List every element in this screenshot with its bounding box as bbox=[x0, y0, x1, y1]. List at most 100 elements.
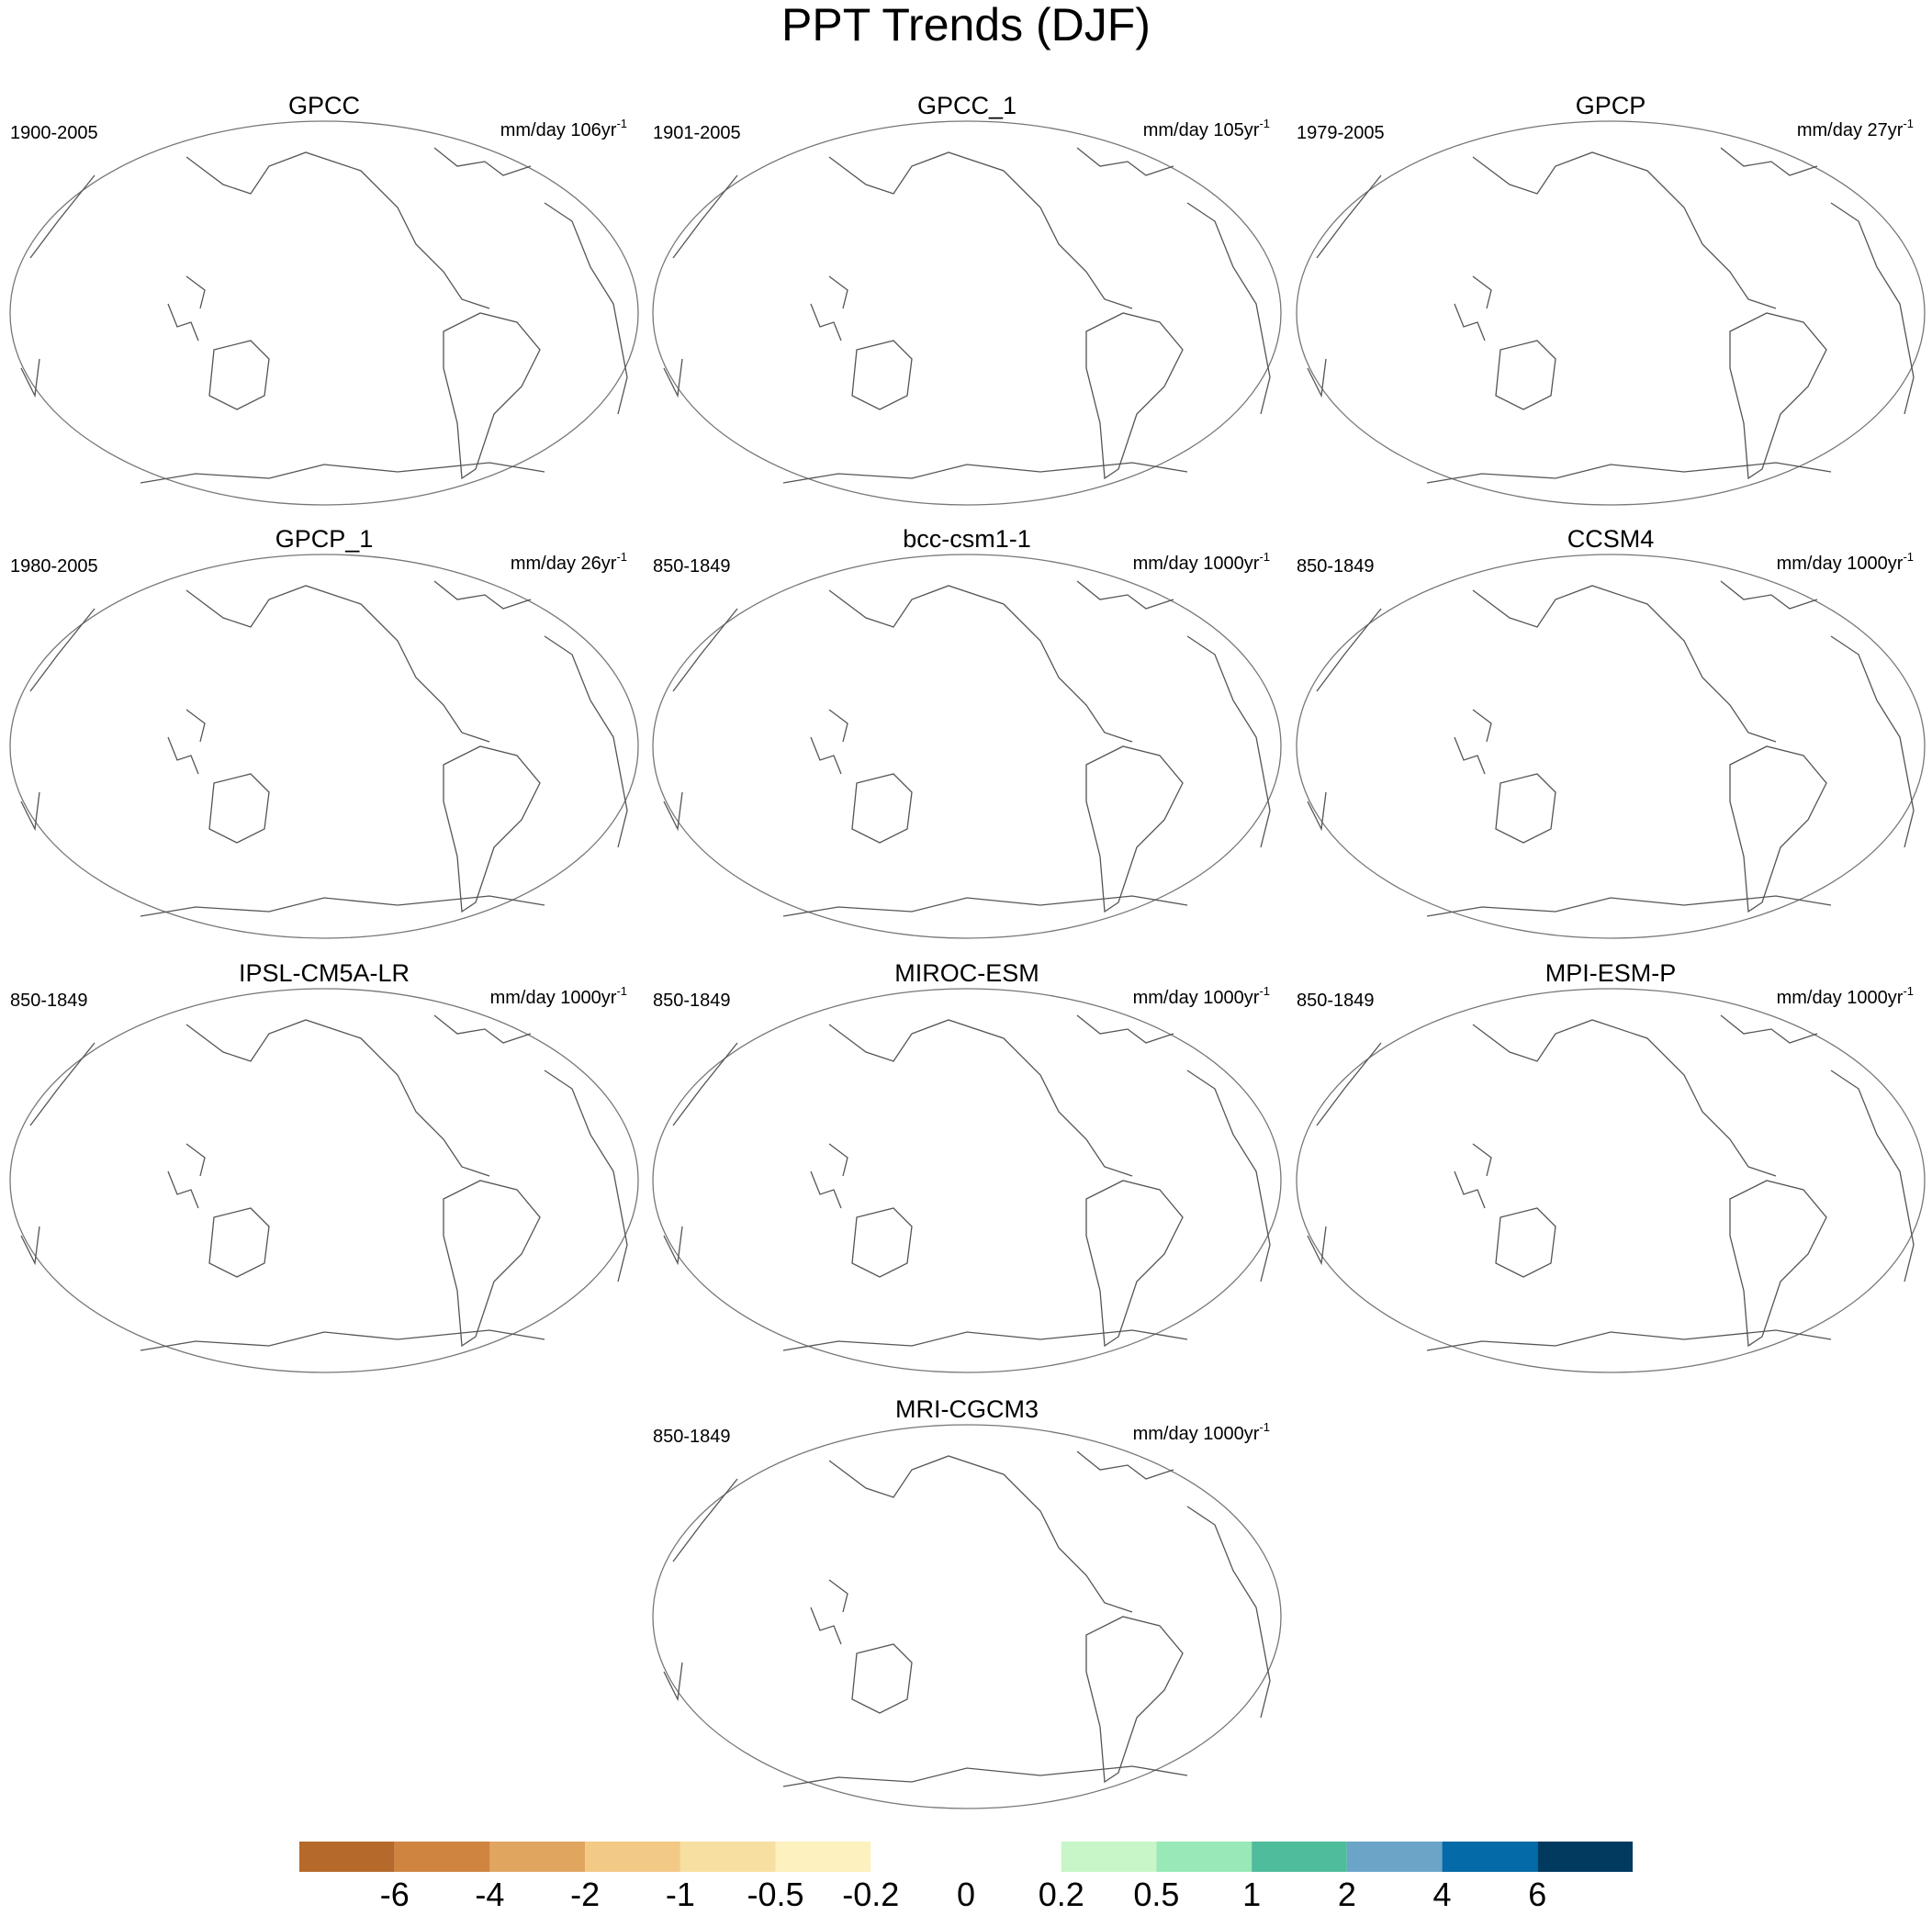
colorbar-label: 0 bbox=[957, 1876, 975, 1913]
map-background bbox=[652, 988, 1282, 1373]
colorbar-box bbox=[1537, 1842, 1633, 1872]
colorbar-box bbox=[585, 1842, 680, 1872]
units-superscript: -1 bbox=[616, 117, 627, 130]
period-label: 1900-2005 bbox=[10, 123, 98, 143]
map-panel: GPCC 1900-2005 mm/day 106yr-1 bbox=[9, 92, 639, 506]
panel-title: GPCC_1 bbox=[917, 92, 1017, 119]
units-text: mm/day 1000yr bbox=[1777, 554, 1904, 574]
map-panel: CCSM4 850-1849 mm/day 1000yr-1 bbox=[1296, 525, 1926, 939]
period-label: 1980-2005 bbox=[10, 556, 98, 577]
units-label: mm/day 1000yr-1 bbox=[1133, 984, 1270, 1008]
colorbar-box bbox=[489, 1842, 586, 1872]
map-panel: MRI-CGCM3 850-1849 mm/day 1000yr-1 bbox=[652, 1395, 1282, 1809]
panel-title: GPCC bbox=[288, 92, 360, 119]
colorbar-box bbox=[1252, 1842, 1347, 1872]
panel-title: MPI-ESM-P bbox=[1545, 959, 1677, 987]
panel-title: CCSM4 bbox=[1567, 525, 1655, 553]
units-superscript: -1 bbox=[616, 984, 627, 998]
colorbar-label: 2 bbox=[1338, 1876, 1356, 1913]
map-background bbox=[652, 554, 1282, 939]
colorbar-box bbox=[299, 1842, 395, 1872]
units-label: mm/day 106yr-1 bbox=[500, 117, 627, 140]
period-label: 850-1849 bbox=[1297, 556, 1375, 577]
map-panel: GPCP 1979-2005 mm/day 27yr-1 bbox=[1296, 92, 1926, 506]
map-panel: MIROC-ESM 850-1849 mm/day 1000yr-1 bbox=[652, 959, 1282, 1373]
colorbar-label: 6 bbox=[1528, 1876, 1546, 1913]
units-text: mm/day 1000yr bbox=[1777, 988, 1904, 1008]
colorbar-label: -2 bbox=[570, 1876, 600, 1913]
period-label: 850-1849 bbox=[653, 1427, 731, 1447]
units-superscript: -1 bbox=[1259, 1420, 1270, 1434]
colorbar-box bbox=[680, 1842, 776, 1872]
units-superscript: -1 bbox=[1259, 117, 1270, 130]
period-label: 850-1849 bbox=[653, 556, 731, 577]
units-superscript: -1 bbox=[1259, 550, 1270, 564]
colorbar-label: -0.2 bbox=[842, 1876, 899, 1913]
units-text: mm/day 1000yr bbox=[1133, 554, 1260, 574]
units-label: mm/day 1000yr-1 bbox=[1777, 550, 1914, 574]
figure-title: PPT Trends (DJF) bbox=[781, 0, 1151, 50]
period-label: 850-1849 bbox=[653, 991, 731, 1011]
colorbar-box bbox=[394, 1842, 490, 1872]
map-background bbox=[1296, 554, 1926, 939]
units-superscript: -1 bbox=[616, 550, 627, 564]
panel-title: MIROC-ESM bbox=[894, 959, 1039, 987]
panel-title: IPSL-CM5A-LR bbox=[239, 959, 410, 987]
map-background bbox=[652, 120, 1282, 506]
map-panel: IPSL-CM5A-LR 850-1849 mm/day 1000yr-1 bbox=[9, 959, 639, 1373]
units-superscript: -1 bbox=[1903, 984, 1914, 998]
units-superscript: -1 bbox=[1903, 550, 1914, 564]
panel-title: MRI-CGCM3 bbox=[895, 1395, 1039, 1423]
colorbar-box bbox=[966, 1842, 1061, 1872]
colorbar-label: -6 bbox=[380, 1876, 410, 1913]
units-superscript: -1 bbox=[1903, 117, 1914, 130]
colorbar-box bbox=[1156, 1842, 1252, 1872]
map-background bbox=[1296, 988, 1926, 1373]
colorbar-box bbox=[775, 1842, 871, 1872]
map-background bbox=[1296, 120, 1926, 506]
colorbar-box bbox=[1061, 1842, 1157, 1872]
units-label: mm/day 27yr-1 bbox=[1797, 117, 1914, 140]
colorbar: -6 -4 -2 -1 -0.5 -0.2 0 0.2 0.5 1 2 4 6 bbox=[299, 1842, 1633, 1913]
colorbar-box bbox=[1346, 1842, 1443, 1872]
units-text: mm/day 26yr bbox=[511, 554, 617, 574]
map-background bbox=[652, 1424, 1282, 1809]
colorbar-label: 0.5 bbox=[1133, 1876, 1179, 1913]
panel-title: GPCP_1 bbox=[275, 525, 374, 553]
units-label: mm/day 1000yr-1 bbox=[490, 984, 627, 1008]
map-panel: GPCC_1 1901-2005 mm/day 105yr-1 bbox=[652, 92, 1282, 506]
units-text: mm/day 105yr bbox=[1143, 120, 1260, 140]
colorbar-label: -1 bbox=[666, 1876, 695, 1913]
units-label: mm/day 1000yr-1 bbox=[1133, 1420, 1270, 1444]
period-label: 1979-2005 bbox=[1297, 123, 1385, 143]
colorbar-label: 0.2 bbox=[1039, 1876, 1084, 1913]
colorbar-label: 4 bbox=[1433, 1876, 1452, 1913]
period-label: 850-1849 bbox=[1297, 991, 1375, 1011]
period-label: 850-1849 bbox=[10, 991, 88, 1011]
panel-title: GPCP bbox=[1576, 92, 1646, 119]
map-background bbox=[9, 120, 639, 506]
units-label: mm/day 1000yr-1 bbox=[1777, 984, 1914, 1008]
panel-title: bcc-csm1-1 bbox=[903, 525, 1031, 553]
map-background bbox=[9, 554, 639, 939]
units-text: mm/day 106yr bbox=[500, 120, 617, 140]
units-text: mm/day 27yr bbox=[1797, 120, 1904, 140]
map-panel: bcc-csm1-1 850-1849 mm/day 1000yr-1 bbox=[652, 525, 1282, 939]
colorbar-label: -4 bbox=[475, 1876, 504, 1913]
map-background bbox=[9, 988, 639, 1373]
colorbar-label: -0.5 bbox=[747, 1876, 804, 1913]
units-label: mm/day 26yr-1 bbox=[511, 550, 627, 574]
units-label: mm/day 1000yr-1 bbox=[1133, 550, 1270, 574]
colorbar-label: 1 bbox=[1242, 1876, 1261, 1913]
map-panel: MPI-ESM-P 850-1849 mm/day 1000yr-1 bbox=[1296, 959, 1926, 1373]
colorbar-box bbox=[871, 1842, 966, 1872]
units-text: mm/day 1000yr bbox=[490, 988, 617, 1008]
units-text: mm/day 1000yr bbox=[1133, 1424, 1260, 1444]
units-superscript: -1 bbox=[1259, 984, 1270, 998]
units-text: mm/day 1000yr bbox=[1133, 988, 1260, 1008]
map-panel: GPCP_1 1980-2005 mm/day 26yr-1 bbox=[9, 525, 639, 939]
colorbar-box bbox=[1442, 1842, 1538, 1872]
period-label: 1901-2005 bbox=[653, 123, 741, 143]
